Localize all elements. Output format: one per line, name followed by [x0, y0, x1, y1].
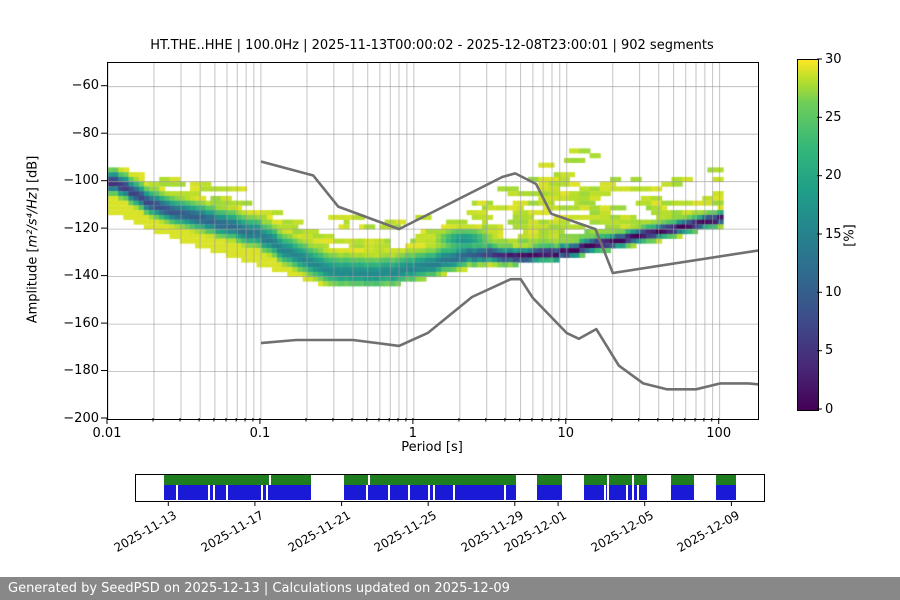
- timeline-date-label: 2025-11-17: [198, 508, 266, 555]
- y-axis-label: Amplitude [m²/s⁴/Hz] [dB]: [26, 90, 41, 390]
- timeline-coverage-segment-blue: [164, 485, 311, 500]
- timeline-gap-line: [269, 475, 272, 485]
- y-tick-label: −160: [63, 315, 99, 331]
- timeline-coverage-segment-blue: [344, 485, 516, 500]
- grid-and-noise-model-overlay: [108, 63, 758, 419]
- timeline-coverage-segment-green: [164, 475, 311, 485]
- footer-bar: Generated by SeedPSD on 2025-12-13 | Cal…: [0, 577, 900, 600]
- y-tick-label: −80: [71, 125, 99, 141]
- timeline-date-label: 2025-11-13: [111, 508, 180, 555]
- timeline-gap-line: [637, 485, 640, 500]
- timeline-date-label: 2025-11-21: [285, 508, 353, 555]
- timeline-gap-line: [632, 475, 635, 485]
- timeline-gap-line: [504, 485, 507, 500]
- timeline-gap-line: [207, 485, 210, 500]
- y-axis-label-units: m²/s⁴/Hz: [25, 192, 41, 248]
- x-tick-label: 100: [706, 426, 732, 441]
- psd-plot-area: [107, 62, 759, 420]
- timeline-gap-line: [604, 485, 607, 500]
- footer-text: Generated by SeedPSD on 2025-12-13 | Cal…: [8, 581, 510, 596]
- timeline-gap-line: [607, 485, 610, 500]
- timeline-date-label: 2025-12-05: [588, 508, 656, 555]
- psd-histogram-heatmap: [108, 63, 758, 419]
- x-axis-label: Period [s]: [401, 440, 463, 455]
- timeline-gap-line: [625, 485, 628, 500]
- x-tick-label: 1: [408, 426, 417, 441]
- colorbar-tick-label: 25: [825, 109, 842, 125]
- colorbar-tick-label: 30: [825, 51, 842, 67]
- y-tick-label: −200: [63, 410, 99, 426]
- timeline-date-label: 2025-11-25: [371, 508, 440, 555]
- colorbar-tick-label: 10: [825, 284, 842, 300]
- timeline-gap-line: [427, 485, 430, 500]
- timeline-gap-line: [387, 485, 390, 500]
- y-tick-label: −180: [63, 363, 99, 379]
- timeline-coverage-segment-green: [584, 475, 648, 485]
- timeline-coverage-segment-green: [344, 475, 516, 485]
- timeline-gap-line: [632, 485, 635, 500]
- y-tick-label: −120: [63, 220, 99, 236]
- timeline-coverage-segment-blue: [715, 485, 736, 500]
- timeline-coverage-segment-green: [537, 475, 563, 485]
- timeline-coverage-segment-green: [715, 475, 736, 485]
- x-tick-label: 10: [557, 426, 575, 441]
- timeline-gap-line: [176, 485, 178, 500]
- x-tick-label: 0.01: [92, 426, 122, 441]
- timeline-gap-line: [366, 485, 369, 500]
- timeline-gap-line: [225, 485, 228, 500]
- timeline-coverage-segment-green: [670, 475, 695, 485]
- timeline-gap-line: [212, 485, 215, 500]
- y-axis-label-prefix: Amplitude [: [25, 247, 41, 324]
- timeline-gap-line: [607, 475, 610, 485]
- timeline-gap-line: [260, 485, 263, 500]
- timeline-gap-line: [265, 485, 268, 500]
- timeline-gap-line: [452, 485, 455, 500]
- timeline-gap-line: [407, 485, 410, 500]
- colorbar-tick-label: 20: [825, 168, 842, 184]
- timeline-coverage-segment-blue: [670, 485, 695, 500]
- timeline-coverage-segment-blue: [584, 485, 648, 500]
- colorbar-tick-label: 0: [825, 401, 834, 417]
- timeline-coverage-segment-blue: [537, 485, 563, 500]
- timeline-gap-line: [432, 485, 435, 500]
- colorbar-tick-label: 5: [825, 343, 834, 359]
- availability-timeline: [135, 474, 765, 502]
- timeline-gap-line: [367, 475, 370, 485]
- y-tick-label: −140: [63, 268, 99, 284]
- noise-model-high-line: [260, 160, 758, 275]
- y-tick-label: −100: [63, 173, 99, 189]
- plot-title: HT.THE..HHE | 100.0Hz | 2025-11-13T00:00…: [150, 38, 714, 53]
- colorbar-tick-label: 15: [825, 226, 842, 242]
- x-tick-label: 0.1: [249, 426, 271, 441]
- y-tick-label: −60: [71, 78, 99, 94]
- colorbar: [797, 59, 819, 411]
- y-axis-label-suffix: ] [dB]: [25, 155, 41, 193]
- noise-model-low-line: [260, 277, 758, 391]
- timeline-date-label: 2025-12-09: [675, 508, 743, 555]
